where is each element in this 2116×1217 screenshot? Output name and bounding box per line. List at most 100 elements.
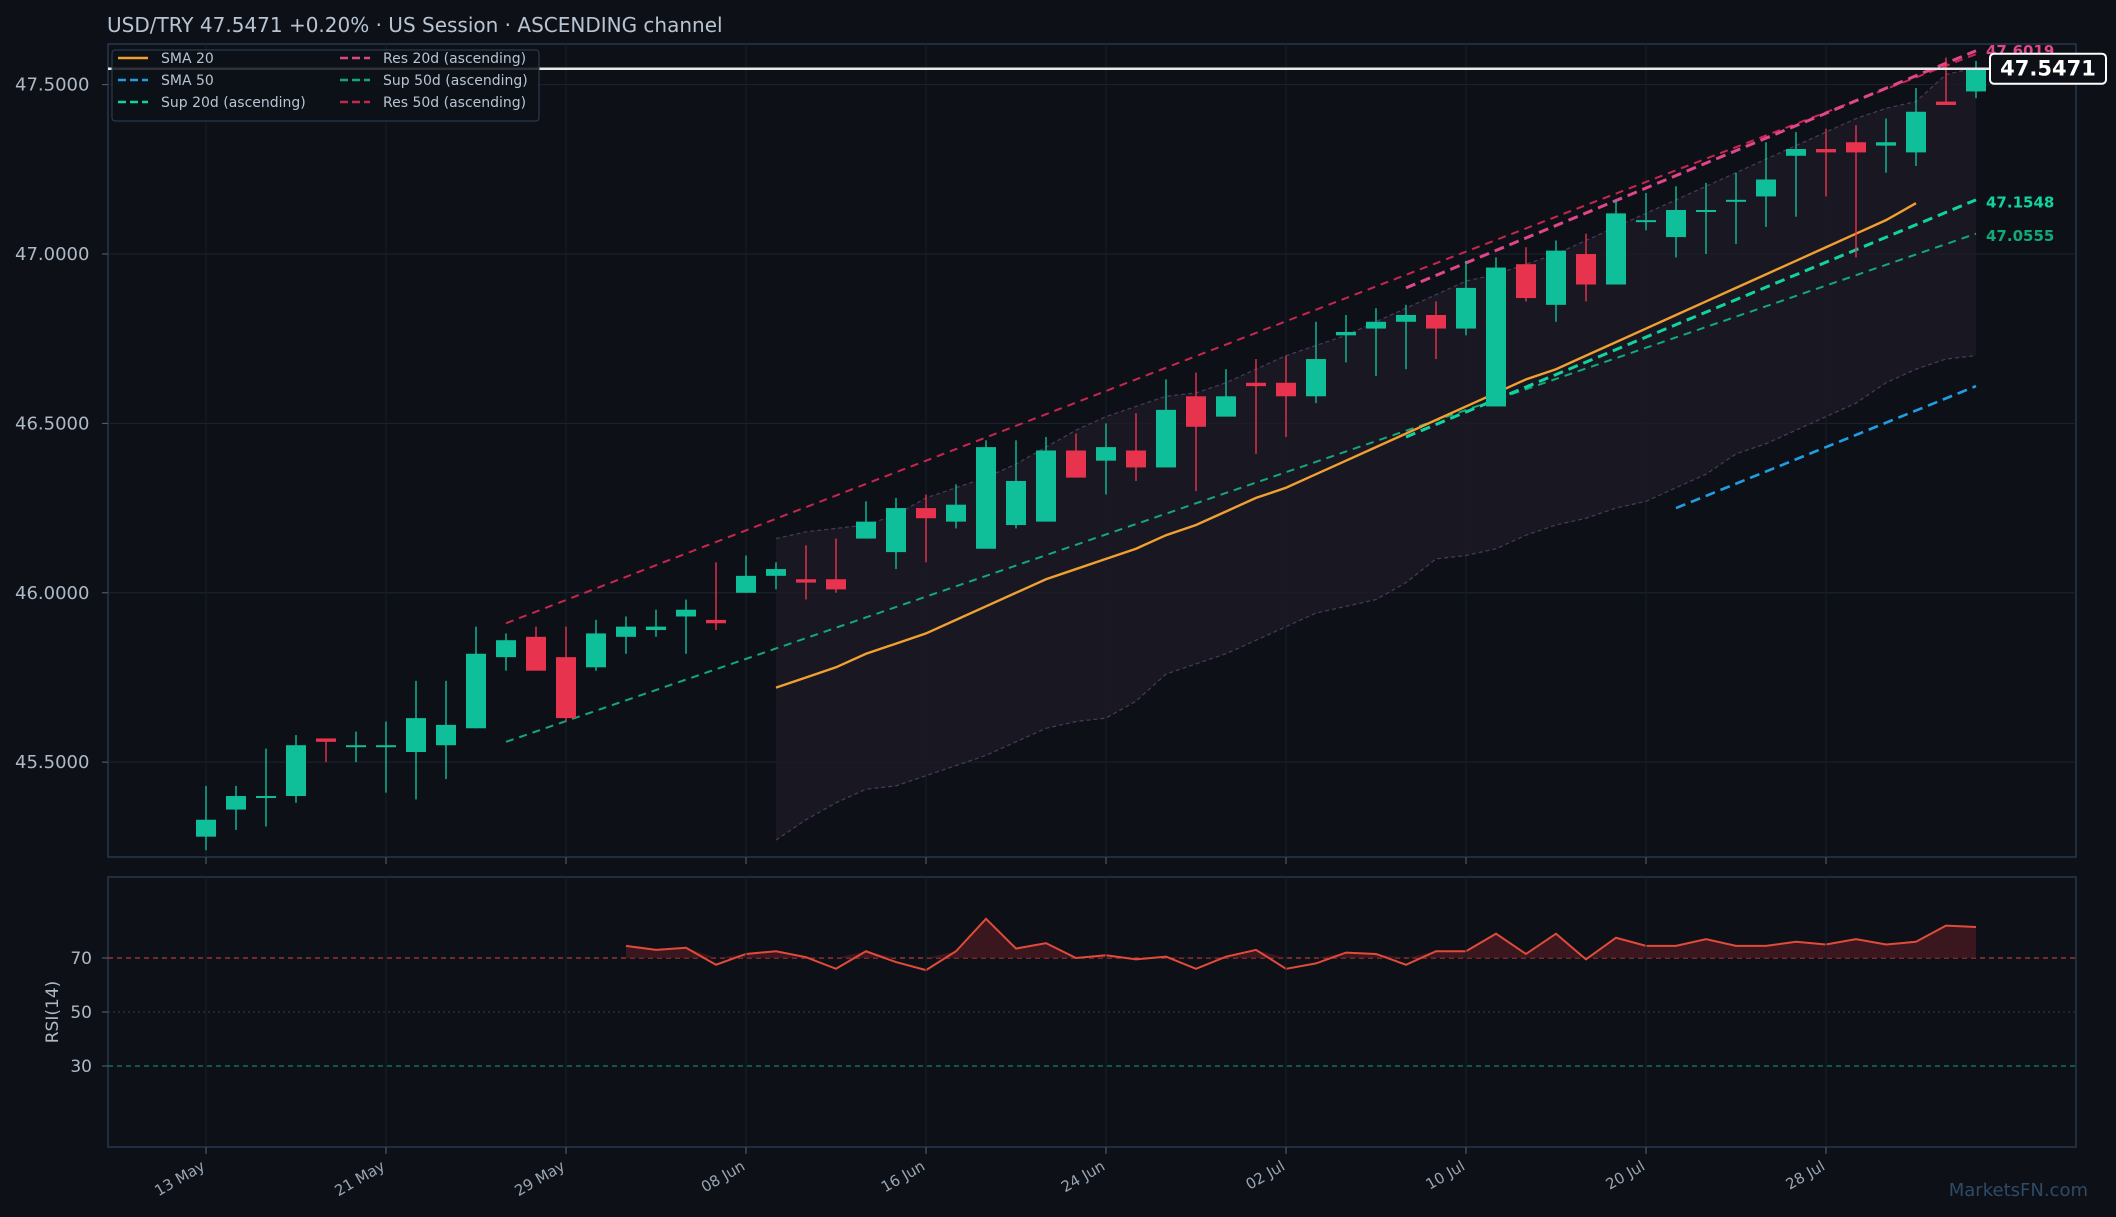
rsi-line <box>625 917 1977 972</box>
candle-body <box>706 619 726 624</box>
candle-body <box>1216 396 1236 417</box>
date-tick-label: 13 May <box>151 1157 208 1200</box>
candle-body <box>886 508 906 553</box>
candle-body <box>1186 396 1206 427</box>
candle-body <box>526 636 546 671</box>
rsi-layer: 70 50 30 <box>70 877 2076 1147</box>
candle-body <box>556 657 576 719</box>
candle-body <box>436 724 456 746</box>
legend: SMA 20 SMA 50 Sup 20d (ascending) Res 20d (… <box>111 49 540 122</box>
legend-box <box>111 49 540 122</box>
candle-body <box>1576 254 1596 285</box>
candle-body <box>1966 67 1986 92</box>
candle-body <box>1246 382 1266 387</box>
candle-body <box>1456 287 1476 329</box>
candle-body <box>1876 142 1896 146</box>
candle-body <box>826 579 846 590</box>
watermark: MarketsFN.com <box>1949 1180 2088 1201</box>
edge-price-label: 47.0555 <box>1986 227 2054 245</box>
candle-body <box>586 633 606 668</box>
legend-label: Sup 50d (ascending) <box>383 73 528 89</box>
date-tick-label: 29 May <box>511 1157 568 1200</box>
candle-body <box>1726 199 1746 202</box>
candle-body <box>646 626 666 631</box>
candle-body <box>1606 213 1626 285</box>
candle-body <box>766 569 786 576</box>
candle-body <box>856 521 876 539</box>
candle-body <box>1156 409 1176 468</box>
candle-body <box>1846 142 1866 153</box>
last-price-label: 47.5471 <box>2000 57 2096 81</box>
candle-body <box>1036 450 1056 522</box>
candle-body <box>286 745 306 797</box>
date-tick-label: 02 Jul <box>1243 1157 1288 1194</box>
candle-body <box>1906 111 1926 153</box>
last-price-badge: 47.5471 <box>1989 52 2107 85</box>
legend-label: Res 20d (ascending) <box>383 51 526 67</box>
edge-price-label: 47.1548 <box>1986 194 2054 212</box>
candle-body <box>316 738 336 742</box>
candle-body <box>976 447 996 549</box>
sma-20-line <box>775 202 1917 689</box>
candle-body <box>1756 179 1776 197</box>
candle-body <box>376 745 396 748</box>
candlesticks <box>196 57 1986 851</box>
candle-body <box>1066 450 1086 478</box>
candle-body <box>1396 315 1416 322</box>
candle-body <box>1516 264 1536 299</box>
candle-body <box>1816 149 1836 153</box>
candle-body <box>1486 267 1506 407</box>
date-tick-label: 16 Jun <box>878 1157 928 1196</box>
candle-body <box>1006 480 1026 526</box>
candle-body <box>1666 209 1686 238</box>
candle-body <box>496 640 516 658</box>
candle-body <box>466 653 486 729</box>
candle-body <box>616 626 636 637</box>
rsi-tick-label: 50 <box>70 1003 92 1023</box>
candle-body <box>946 504 966 522</box>
candle-body <box>1366 321 1386 329</box>
date-tick-label: 24 Jun <box>1058 1157 1108 1196</box>
rsi-axis-label: RSI(14) <box>43 981 63 1044</box>
date-tick-label: 21 May <box>331 1157 388 1200</box>
legend-label: SMA 20 <box>161 51 214 67</box>
date-tick-label: 28 Jul <box>1783 1157 1828 1194</box>
res-50d-line <box>505 53 1977 625</box>
candle-body <box>1426 315 1446 329</box>
price-tick-label: 45.5000 <box>15 752 89 773</box>
rsi-overbought-fill <box>626 918 1976 958</box>
rsi-tick-label: 70 <box>70 949 92 969</box>
candle-body <box>1786 149 1806 156</box>
sma-50-line <box>1675 384 1977 510</box>
candle-body <box>226 796 246 810</box>
candle-body <box>1336 331 1356 336</box>
sup-50d-line <box>505 232 1977 743</box>
candle-body <box>346 745 366 748</box>
candle-body <box>196 819 216 837</box>
res-20d-line <box>1405 49 1977 290</box>
band-fill <box>776 67 1976 841</box>
legend-label: SMA 50 <box>161 73 214 89</box>
chart-title: USD/TRY 47.5471 +0.20% · US Session · AS… <box>107 13 723 37</box>
candle-body <box>1696 209 1716 212</box>
date-tick-label: 10 Jul <box>1423 1157 1468 1194</box>
date-tick-label: 20 Jul <box>1603 1157 1648 1194</box>
price-axis: 45.5000 46.0000 46.5000 47.0000 47.5000 <box>15 75 108 773</box>
price-tick-label: 46.5000 <box>15 413 89 434</box>
date-tick-label: 08 Jun <box>698 1157 748 1196</box>
price-tick-label: 47.5000 <box>15 75 89 96</box>
candle-body <box>406 718 426 752</box>
candle-body <box>676 609 696 617</box>
candle-body <box>1636 220 1656 223</box>
band-lower-line <box>775 355 1977 841</box>
candle-body <box>1126 450 1146 468</box>
candle-body <box>1936 101 1956 105</box>
legend-label: Res 50d (ascending) <box>383 95 526 111</box>
rsi-tick-label: 30 <box>70 1057 92 1077</box>
candle-body <box>736 575 756 593</box>
price-tick-label: 47.0000 <box>15 244 89 265</box>
candle-body <box>1276 382 1296 397</box>
candle-body <box>916 508 936 519</box>
price-tick-label: 46.0000 <box>15 583 89 604</box>
